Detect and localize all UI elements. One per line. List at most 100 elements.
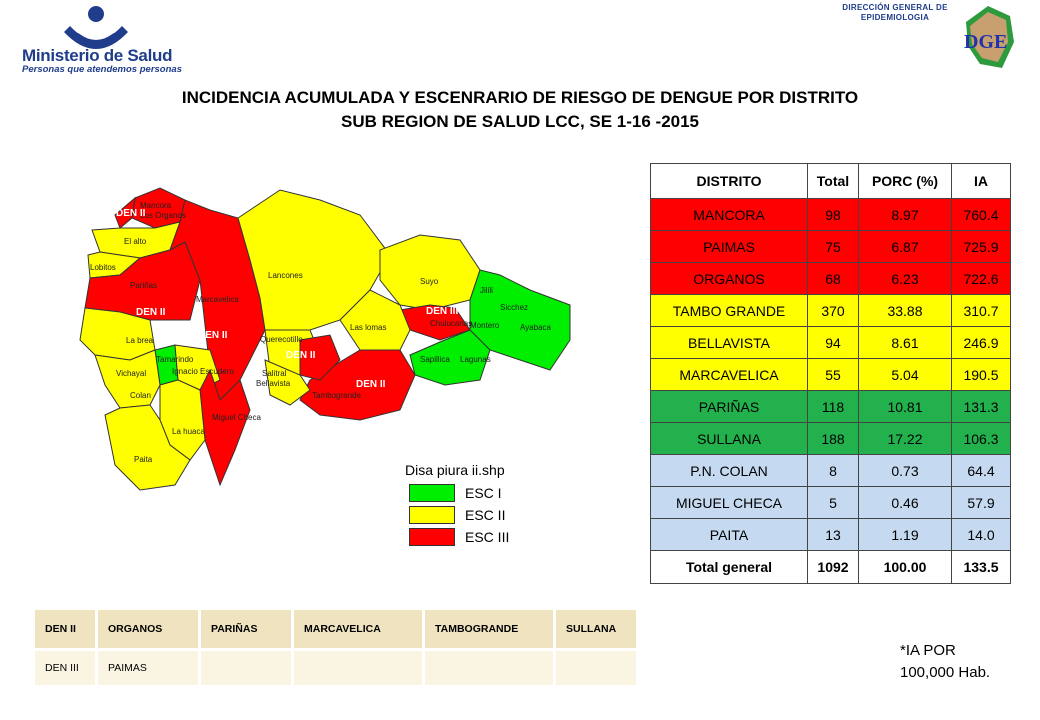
table-row: ORGANOS 68 6.23 722.6 xyxy=(650,262,1011,295)
legend-title: Disa piura ii.shp xyxy=(405,462,505,478)
cell-total-ia: 133.5 xyxy=(951,550,1011,584)
district-vichayal xyxy=(94,349,161,409)
den-cell xyxy=(423,651,556,685)
legend-item-esc2: ESC II xyxy=(409,504,555,526)
den-label-tambogrande: DEN II xyxy=(356,379,386,390)
cell-distrito: PARIÑAS xyxy=(650,390,808,423)
dge-line-1: DIRECCIÓN GENERAL DE xyxy=(842,3,948,12)
district-tambogrande xyxy=(299,349,416,421)
map-label-tamarindo: Tamarindo xyxy=(156,355,194,364)
district-marcavelica xyxy=(169,199,266,401)
footnote-line-1: *IA POR xyxy=(900,642,956,659)
map-label-jilili: Jilili xyxy=(480,286,493,295)
header-ia: IA xyxy=(951,163,1011,199)
dge-heading: DIRECCIÓN GENERAL DE EPIDEMIOLOGIA xyxy=(830,3,960,23)
cell-total: 75 xyxy=(807,230,859,263)
cell-total: 118 xyxy=(807,390,859,423)
den-cell: SULLANA xyxy=(554,610,639,648)
table-row: SULLANA 188 17.22 106.3 xyxy=(650,422,1011,455)
map-label-vichayal: Vichayal xyxy=(116,369,146,378)
page-title: INCIDENCIA ACUMULADA Y ESCENRARIO DE RIE… xyxy=(181,88,859,107)
map-label-chulucanas: Chulucanas xyxy=(430,319,472,328)
district-paita xyxy=(104,404,191,491)
cell-ia: 190.5 xyxy=(951,358,1011,391)
legend-item-esc3: ESC III xyxy=(409,526,555,548)
district-ayabaca xyxy=(469,269,571,371)
dge-logo-text: DGE xyxy=(964,31,1007,53)
den-row-ii: DEN II ORGANOS PARIÑAS MARCAVELICA TAMBO… xyxy=(35,610,639,648)
den-cell: ORGANOS xyxy=(96,610,201,648)
den-cell: PARIÑAS xyxy=(199,610,294,648)
map-label-salitral: Salitral xyxy=(262,369,287,378)
cell-ia: 310.7 xyxy=(951,294,1011,327)
cell-distrito: MIGUEL CHECA xyxy=(650,486,808,519)
map-label-parinas: Pariñas xyxy=(130,281,157,290)
dge-logo-icon: DGE xyxy=(964,6,1014,68)
legend-swatch-esc2 xyxy=(409,506,455,524)
table-row: PAIMAS 75 6.87 725.9 xyxy=(650,230,1011,263)
map-label-ayabaca: Ayabaca xyxy=(520,323,552,332)
map-label-querecotillo: Querecotillo xyxy=(260,335,303,344)
cell-total: 68 xyxy=(807,262,859,295)
table-row: MIGUEL CHECA 5 0.46 57.9 xyxy=(650,486,1011,519)
cell-total: 13 xyxy=(807,518,859,551)
district-sapillica xyxy=(409,329,491,386)
district-suyo xyxy=(379,234,481,311)
map-label-miguel-checa: Miguel Checa xyxy=(212,413,261,422)
map-label-sapillica: Sapillica xyxy=(420,355,450,364)
cell-distrito: ORGANOS xyxy=(650,262,808,295)
cell-porc: 6.87 xyxy=(858,230,952,263)
legend-swatch-esc3 xyxy=(409,528,455,546)
cell-total: 94 xyxy=(807,326,859,359)
map-label-lobitos: Lobitos xyxy=(90,263,116,272)
den-cell: TAMBOGRANDE xyxy=(423,610,556,648)
map-label-lancones: Lancones xyxy=(268,271,303,280)
cell-total-label: Total general xyxy=(650,550,808,584)
table-row: BELLAVISTA 94 8.61 246.9 xyxy=(650,326,1011,359)
map-label-suyo: Suyo xyxy=(420,277,439,286)
cell-total-porc: 100.00 xyxy=(858,550,952,584)
legend-swatch-esc1 xyxy=(409,484,455,502)
header-distrito: DISTRITO xyxy=(650,163,808,199)
cell-porc: 0.46 xyxy=(858,486,952,519)
cell-porc: 17.22 xyxy=(858,422,952,455)
cell-ia: 725.9 xyxy=(951,230,1011,263)
cell-ia: 131.3 xyxy=(951,390,1011,423)
footnote: *IA POR 100,000 Hab. xyxy=(900,640,990,684)
cell-distrito: BELLAVISTA xyxy=(650,326,808,359)
cell-ia: 246.9 xyxy=(951,326,1011,359)
cell-distrito: SULLANA xyxy=(650,422,808,455)
district-map: Mancora Los Organos El alto Lobitos Pari… xyxy=(79,187,571,491)
cell-porc: 10.81 xyxy=(858,390,952,423)
legend-label-esc1: ESC I xyxy=(465,485,502,501)
den-label-paimas: DEN III xyxy=(426,306,458,317)
table-row: PARIÑAS 118 10.81 131.3 xyxy=(650,390,1011,423)
cell-porc: 8.61 xyxy=(858,326,952,359)
cell-total: 55 xyxy=(807,358,859,391)
cell-ia: 722.6 xyxy=(951,262,1011,295)
map-label-organos: Los Organos xyxy=(140,211,186,220)
district-organos xyxy=(114,196,136,229)
cell-porc: 6.23 xyxy=(858,262,952,295)
footnote-line-2: 100,000 Hab. xyxy=(900,664,991,681)
cell-total: 370 xyxy=(807,294,859,327)
map-label-mancora: Mancora xyxy=(140,201,172,210)
table-row: MARCAVELICA 55 5.04 190.5 xyxy=(650,358,1011,391)
map-label-colan: Colan xyxy=(130,391,151,400)
map-label-ignacio-escudero: Ignacio Escudero xyxy=(172,367,234,376)
den-cell xyxy=(292,651,425,685)
minsa-name: Ministerio de Salud xyxy=(22,46,173,65)
den-cell xyxy=(199,651,294,685)
cell-distrito: PAIMAS xyxy=(650,230,808,263)
cell-distrito: TAMBO GRANDE xyxy=(650,294,808,327)
map-label-la-brea: La brea xyxy=(126,336,154,345)
table-header-row: DISTRITO Total PORC (%) IA xyxy=(650,163,1011,199)
cell-total: 98 xyxy=(807,198,859,231)
cell-distrito: MANCORA xyxy=(650,198,808,231)
cell-ia: 106.3 xyxy=(951,422,1011,455)
dge-line-2: EPIDEMIOLOGIA xyxy=(860,13,930,22)
den-label-parinas: DEN II xyxy=(136,307,166,318)
table-row: PAITA 13 1.19 14.0 xyxy=(650,518,1011,551)
den-label-bellavista: DEN II xyxy=(286,350,316,361)
cell-ia: 64.4 xyxy=(951,454,1011,487)
